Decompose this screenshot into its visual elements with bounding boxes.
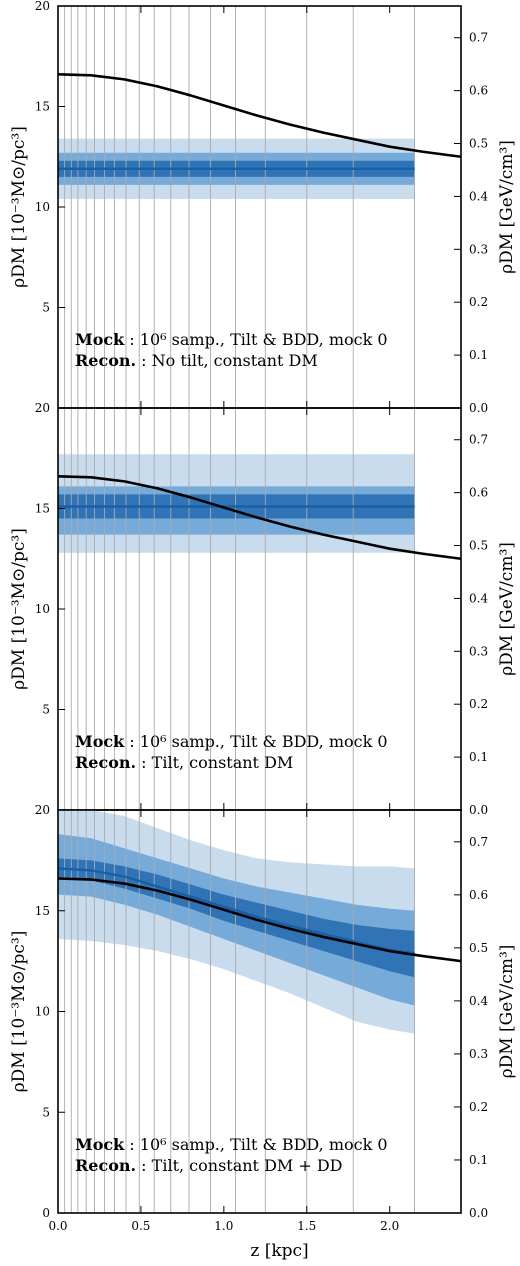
right-axis: 0.0 0.1 0.2 0.3 0.4 0.5 0.6 0.7	[454, 31, 488, 415]
left-tick-label: 10	[35, 1005, 50, 1019]
x-axis: 0.0 0.5 1.0 1.5 2.0	[48, 810, 399, 1233]
left-axis: 0 5 10 15 20	[35, 803, 65, 1220]
annotation-recon: Recon. : No tilt, constant DM	[75, 351, 318, 370]
y-axis-label-right: ρDM [GeV/cm³]	[497, 945, 517, 1079]
panel-middle: 5 10 15 20 0.0 0.1 0.2 0.3 0.4 0.5 0.6 0.7 ρDM [10⁻³…	[9, 401, 517, 817]
panel-bottom: 0 5 10 15 20 0.0 0.1 0.2 0.3 0.4 0.5 0.6 0.7 0.0 0.5 1.…	[9, 803, 517, 1261]
plot-area	[58, 6, 461, 408]
right-axis: 0.0 0.1 0.2 0.3 0.4 0.5 0.6 0.7	[454, 433, 488, 817]
right-tick-label: 0.5	[469, 539, 488, 553]
x-tick-label: 1.0	[214, 1219, 233, 1233]
plot-area	[58, 408, 461, 810]
true-dm-curve	[58, 475, 461, 561]
left-axis: 5 10 15 20	[35, 401, 65, 717]
right-tick-label: 0.4	[469, 994, 488, 1008]
right-tick-label: 0.1	[469, 750, 488, 764]
x-axis	[57, 6, 391, 408]
right-tick-label: 0.4	[469, 591, 488, 605]
right-tick-label: 0.6	[469, 888, 488, 902]
annotation-recon: Recon. : Tilt, constant DM + DD	[75, 1156, 343, 1175]
left-tick-label: 5	[42, 703, 50, 717]
annotation-recon: Recon. : Tilt, constant DM	[75, 753, 293, 772]
annotation-mock-bold: Mock	[75, 330, 125, 349]
right-tick-label: 0.5	[469, 941, 488, 955]
annotation-recon-bold: Recon.	[75, 1156, 136, 1175]
left-tick-label: 20	[35, 401, 50, 415]
annotation-recon-bold: Recon.	[75, 351, 136, 370]
annotation-recon-text: : Tilt, constant DM + DD	[136, 1156, 342, 1175]
true-dm-curve	[58, 877, 461, 963]
right-tick-label: 0.2	[469, 697, 488, 711]
x-tick-label: 1.5	[297, 1219, 316, 1233]
right-tick-label: 0.7	[469, 433, 488, 447]
right-tick-label: 0.1	[469, 1153, 488, 1167]
right-tick-label: 0.7	[469, 31, 488, 45]
right-tick-label: 0.2	[469, 295, 488, 309]
left-tick-label: 5	[42, 301, 50, 315]
right-tick-label: 0.3	[469, 644, 488, 658]
right-tick-label: 0.7	[469, 835, 488, 849]
right-tick-label: 0.4	[469, 189, 488, 203]
right-tick-label: 0.0	[469, 803, 488, 817]
left-tick-label: 0	[42, 1206, 50, 1220]
left-tick-label: 20	[35, 0, 50, 13]
annotation-mock-text: : 10⁶ samp., Tilt & BDD, mock 0	[124, 330, 387, 349]
x-tick-label: 2.0	[380, 1219, 399, 1233]
right-tick-label: 0.0	[469, 401, 488, 415]
annotation-mock-bold: Mock	[75, 1135, 125, 1154]
right-tick-label: 0.3	[469, 242, 488, 256]
right-tick-label: 0.0	[469, 1206, 488, 1220]
left-tick-label: 10	[35, 602, 50, 616]
left-tick-label: 10	[35, 200, 50, 214]
right-tick-label: 0.6	[469, 84, 488, 98]
y-axis-label-right: ρDM [GeV/cm³]	[497, 140, 517, 274]
y-axis-label-left: ρDM [10⁻³M⊙/pc³]	[9, 126, 29, 288]
left-tick-label: 5	[42, 1105, 50, 1119]
left-tick-label: 15	[35, 904, 50, 918]
right-tick-label: 0.1	[469, 348, 488, 362]
annotation-mock-text: : 10⁶ samp., Tilt & BDD, mock 0	[124, 732, 387, 751]
annotation-mock-text: : 10⁶ samp., Tilt & BDD, mock 0	[124, 1135, 387, 1154]
right-tick-label: 0.5	[469, 137, 488, 151]
annotation-recon-text: : Tilt, constant DM	[136, 753, 293, 772]
y-axis-label-left: ρDM [10⁻³M⊙/pc³]	[9, 528, 29, 690]
left-axis: 5 10 15 20	[35, 0, 65, 315]
annotation-mock: Mock : 10⁶ samp., Tilt & BDD, mock 0	[75, 1135, 388, 1154]
annotation-recon-bold: Recon.	[75, 753, 136, 772]
right-tick-label: 0.3	[469, 1047, 488, 1061]
right-tick-label: 0.6	[469, 486, 488, 500]
x-axis	[57, 408, 391, 810]
annotation-mock: Mock : 10⁶ samp., Tilt & BDD, mock 0	[75, 330, 388, 349]
recon-median-line	[58, 867, 415, 955]
x-tick-label: 0.0	[48, 1219, 67, 1233]
left-tick-label: 15	[35, 502, 50, 516]
y-axis-label-right: ρDM [GeV/cm³]	[497, 542, 517, 676]
x-axis-label: z [kpc]	[250, 1241, 308, 1261]
annotation-mock-bold: Mock	[75, 732, 125, 751]
plot-area	[58, 810, 461, 1213]
panel-top: 5 10 15 20 0.0 0.1 0.2 0.3 0.4 0.5 0.6 0.7 ρDM [10⁻³…	[9, 0, 517, 415]
y-axis-label-left: ρDM [10⁻³M⊙/pc³]	[9, 931, 29, 1093]
right-tick-label: 0.2	[469, 1100, 488, 1114]
x-tick-label: 0.5	[131, 1219, 150, 1233]
annotation-recon-text: : No tilt, constant DM	[136, 351, 318, 370]
annotation-mock: Mock : 10⁶ samp., Tilt & BDD, mock 0	[75, 732, 388, 751]
left-tick-label: 20	[35, 803, 50, 817]
right-axis: 0.0 0.1 0.2 0.3 0.4 0.5 0.6 0.7	[454, 835, 488, 1220]
left-tick-label: 15	[35, 100, 50, 114]
true-dm-curve	[58, 73, 461, 159]
